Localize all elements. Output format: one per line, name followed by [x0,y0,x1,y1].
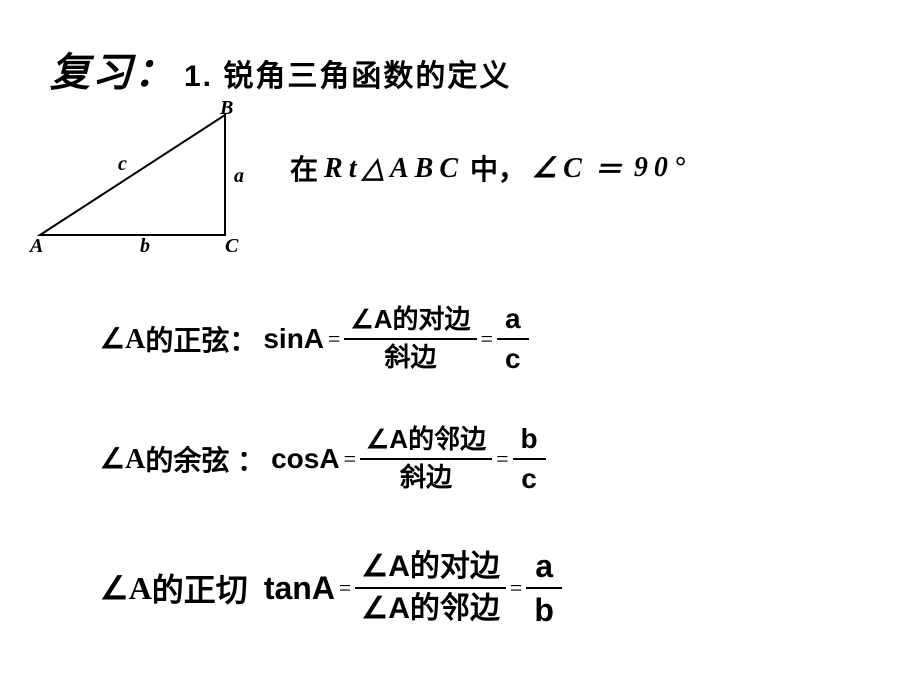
tangent-fraction-letters: a b [526,545,562,632]
equals-icon: = [496,446,508,472]
equals-icon: = [510,575,522,601]
equals-icon: = [339,575,351,601]
vertex-b-label: B [220,97,233,120]
side-c-label: c [118,153,127,176]
context-mid: 中， [470,148,526,188]
title-sub: 1. 锐角三角函数的定义 [184,51,511,95]
cosine-frac2-num: b [513,420,546,458]
cosine-frac1-den: 斜边 [394,460,458,495]
sine-func: sinA [263,323,324,355]
cosine-frac1-num: ∠A的邻边 [360,422,492,457]
vertex-c-label: C [225,235,238,258]
angle-a-3: ∠A [100,569,152,607]
cosine-frac2-den: c [513,460,545,498]
cosine-lhs: ∠A 的余弦 ： [100,439,265,479]
equals-icon: = [481,326,493,352]
title-row: 复习： 1. 锐角三角函数的定义 [50,40,511,98]
side-a-label: a [234,165,244,188]
sine-label: 的正弦： [145,319,257,359]
context-angle: ∠C [532,151,588,185]
cosine-fraction-letters: b c [513,420,546,497]
tangent-label: 的正切 [152,565,248,611]
context-deg: 90° [634,152,691,184]
vertex-a-label: A [30,235,43,258]
cosine-func: cosA [271,443,339,475]
side-b-label: b [140,235,150,258]
tangent-frac1-den: ∠A的邻边 [355,589,506,629]
sine-frac2-num: a [497,300,529,338]
sine-frac2-den: c [497,340,529,378]
angle-a-1: ∠A [100,322,145,356]
equation-row-tangent: ∠A 的正切 tanA = ∠A的对边 ∠A的邻边 = a b [100,545,562,632]
sine-frac1-num: ∠A的对边 [344,302,476,337]
sine-fraction-letters: a c [497,300,529,377]
tangent-frac1-num: ∠A的对边 [355,547,506,587]
context-rt: Rt△ABC [324,151,464,185]
context-prefix: 在 [290,148,318,188]
equation-row-cosine: ∠A 的余弦 ： cosA = ∠A的邻边 斜边 = b c [100,420,546,497]
tangent-fraction-words: ∠A的对边 ∠A的邻边 [355,547,506,629]
triangle-shape [40,115,225,235]
tangent-func: tanA [264,570,335,607]
equals-icon: = [344,446,356,472]
cosine-label: 的余弦 ： [145,439,265,479]
sine-fraction-words: ∠A的对边 斜边 [344,302,476,374]
equation-row-sine: ∠A 的正弦： sinA = ∠A的对边 斜边 = a c [100,300,529,377]
tangent-frac2-num: a [527,545,561,587]
equals-icon: = [328,326,340,352]
sine-frac1-den: 斜边 [378,340,442,375]
angle-a-2: ∠A [100,442,145,476]
tangent-lhs: ∠A 的正切 [100,565,248,611]
tangent-frac2-den: b [526,589,562,631]
sine-lhs: ∠A 的正弦： [100,319,257,359]
context-equals: ＝ [594,148,628,188]
triangle-diagram: B A C c a b [30,105,270,265]
context-line: 在 Rt△ABC 中， ∠C ＝ 90° [290,148,691,188]
cosine-fraction-words: ∠A的邻边 斜边 [360,422,492,494]
title-main: 复习： [50,40,176,98]
